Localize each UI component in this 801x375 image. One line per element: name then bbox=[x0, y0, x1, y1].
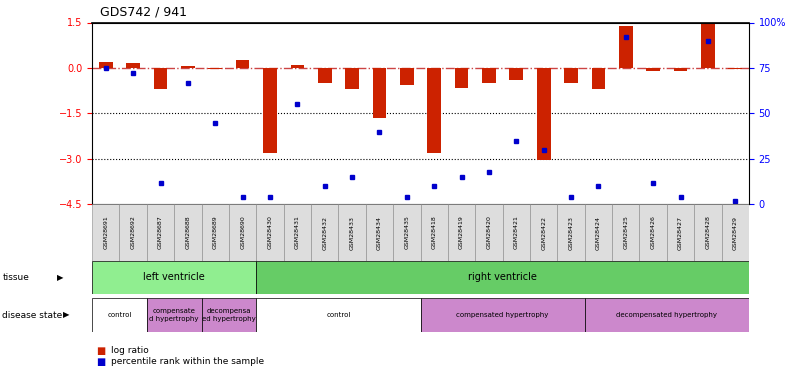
Text: GSM28687: GSM28687 bbox=[158, 216, 163, 249]
Bar bbox=[229, 204, 256, 261]
Bar bbox=[428, 68, 441, 153]
Text: ■: ■ bbox=[96, 357, 106, 367]
Text: compensate
d hypertrophy: compensate d hypertrophy bbox=[150, 309, 199, 321]
Text: GSM28432: GSM28432 bbox=[322, 216, 328, 249]
Bar bbox=[701, 22, 714, 68]
Bar bbox=[291, 65, 304, 68]
Bar bbox=[393, 204, 421, 261]
Text: log ratio: log ratio bbox=[111, 346, 148, 355]
Bar bbox=[646, 68, 660, 71]
Text: GSM28690: GSM28690 bbox=[240, 216, 245, 249]
Text: GSM28425: GSM28425 bbox=[623, 216, 628, 249]
Bar bbox=[557, 204, 585, 261]
Bar bbox=[372, 68, 386, 118]
Bar bbox=[592, 68, 606, 89]
Bar bbox=[202, 298, 256, 332]
Bar bbox=[448, 204, 475, 261]
Text: decompensa
ed hypertrophy: decompensa ed hypertrophy bbox=[202, 309, 256, 321]
Text: tissue: tissue bbox=[2, 273, 30, 282]
Bar bbox=[475, 204, 503, 261]
Text: GSM28419: GSM28419 bbox=[459, 216, 464, 249]
Text: GSM28430: GSM28430 bbox=[268, 216, 272, 249]
Text: disease state: disease state bbox=[2, 310, 62, 320]
Text: ▶: ▶ bbox=[57, 273, 63, 282]
Bar bbox=[147, 204, 175, 261]
Bar bbox=[666, 204, 694, 261]
Text: control: control bbox=[326, 312, 351, 318]
Bar bbox=[235, 60, 249, 68]
Bar bbox=[509, 68, 523, 80]
Text: ■: ■ bbox=[96, 346, 106, 355]
Text: GSM28429: GSM28429 bbox=[733, 216, 738, 249]
Bar bbox=[119, 204, 147, 261]
Bar bbox=[202, 204, 229, 261]
Bar bbox=[175, 204, 202, 261]
Bar bbox=[503, 204, 530, 261]
Bar bbox=[92, 298, 147, 332]
Text: GSM28434: GSM28434 bbox=[377, 216, 382, 249]
Text: left ventricle: left ventricle bbox=[143, 273, 205, 282]
Text: GSM28433: GSM28433 bbox=[349, 216, 355, 249]
Bar bbox=[728, 68, 742, 69]
Bar bbox=[92, 204, 119, 261]
Bar bbox=[154, 68, 167, 89]
Bar bbox=[345, 68, 359, 89]
Bar bbox=[564, 68, 578, 83]
Bar bbox=[339, 204, 366, 261]
Text: GSM28688: GSM28688 bbox=[185, 216, 191, 249]
Text: GSM28420: GSM28420 bbox=[486, 216, 492, 249]
Bar bbox=[421, 298, 585, 332]
Bar bbox=[256, 298, 421, 332]
Bar bbox=[674, 68, 687, 71]
Text: GSM28423: GSM28423 bbox=[569, 216, 574, 249]
Bar bbox=[421, 204, 448, 261]
Bar bbox=[612, 204, 639, 261]
Bar bbox=[256, 204, 284, 261]
Bar bbox=[256, 261, 749, 294]
Bar bbox=[99, 62, 113, 68]
Bar bbox=[208, 68, 222, 69]
Bar bbox=[264, 68, 277, 153]
Text: ▶: ▶ bbox=[63, 310, 70, 320]
Text: GSM28435: GSM28435 bbox=[405, 216, 409, 249]
Text: GSM28426: GSM28426 bbox=[650, 216, 656, 249]
Text: decompensated hypertrophy: decompensated hypertrophy bbox=[616, 312, 718, 318]
Bar bbox=[722, 204, 749, 261]
Text: GSM28424: GSM28424 bbox=[596, 216, 601, 249]
Bar bbox=[482, 68, 496, 83]
Bar bbox=[639, 204, 666, 261]
Bar bbox=[694, 204, 722, 261]
Bar bbox=[537, 68, 550, 160]
Bar bbox=[619, 26, 633, 68]
Text: control: control bbox=[107, 312, 131, 318]
Bar bbox=[455, 68, 469, 88]
Bar bbox=[284, 204, 311, 261]
Text: right ventricle: right ventricle bbox=[469, 273, 537, 282]
Text: GDS742 / 941: GDS742 / 941 bbox=[100, 6, 187, 19]
Text: GSM28418: GSM28418 bbox=[432, 216, 437, 249]
Bar bbox=[127, 63, 140, 68]
Bar bbox=[181, 66, 195, 68]
Bar bbox=[92, 261, 256, 294]
Text: GSM28428: GSM28428 bbox=[706, 216, 710, 249]
Bar bbox=[147, 298, 202, 332]
Text: GSM28431: GSM28431 bbox=[295, 216, 300, 249]
Text: GSM28422: GSM28422 bbox=[541, 216, 546, 249]
Text: GSM28692: GSM28692 bbox=[131, 216, 135, 249]
Bar bbox=[318, 68, 332, 83]
Bar bbox=[585, 204, 612, 261]
Bar bbox=[311, 204, 339, 261]
Bar bbox=[400, 68, 413, 85]
Text: compensated hypertrophy: compensated hypertrophy bbox=[457, 312, 549, 318]
Text: GSM28421: GSM28421 bbox=[513, 216, 519, 249]
Text: GSM28689: GSM28689 bbox=[213, 216, 218, 249]
Text: percentile rank within the sample: percentile rank within the sample bbox=[111, 357, 264, 366]
Text: GSM28427: GSM28427 bbox=[678, 216, 683, 249]
Text: GSM28691: GSM28691 bbox=[103, 216, 108, 249]
Bar bbox=[530, 204, 557, 261]
Bar bbox=[366, 204, 393, 261]
Bar bbox=[585, 298, 749, 332]
